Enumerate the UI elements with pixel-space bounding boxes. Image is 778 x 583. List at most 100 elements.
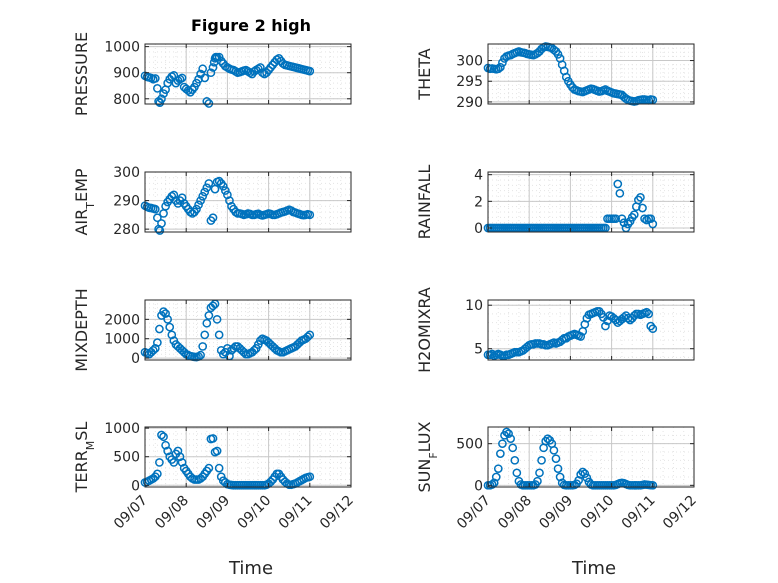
data-point (167, 330, 177, 340)
subplot-mixdepth: 0 1000 2000 MIXDEPTH (72, 288, 352, 372)
data-point (208, 63, 218, 72)
data-point (303, 332, 313, 342)
y-tick-label: 5 (474, 342, 483, 358)
data-series (483, 306, 658, 361)
x-tick-label: 09/11 (619, 493, 659, 533)
y-tick-label: 1000 (104, 421, 140, 437)
data-point (204, 99, 214, 108)
data-point (629, 311, 639, 321)
data-point (202, 97, 212, 106)
data-point (553, 49, 563, 59)
data-point (153, 213, 162, 223)
data-point (487, 480, 497, 489)
data-point (157, 219, 166, 228)
data-point (169, 70, 179, 80)
data-point (157, 430, 166, 440)
data-point (629, 210, 639, 220)
y-tick-label: 1000 (104, 40, 140, 56)
data-point (150, 344, 160, 353)
data-point (155, 98, 165, 108)
data-series (140, 299, 315, 362)
data-point (648, 480, 658, 490)
x-axis-label-right: Time (571, 558, 616, 579)
y-axis-label-subscript: F (427, 452, 440, 458)
y-tick-label: 280 (113, 222, 140, 238)
y-tick-label: 290 (113, 194, 140, 210)
y-tick-label: 0 (131, 351, 140, 367)
data-point (208, 301, 218, 311)
y-axis-label-main: THETA (415, 48, 434, 100)
data-point (256, 63, 265, 72)
data-point (200, 73, 210, 83)
data-point (198, 342, 208, 351)
data-point (161, 440, 170, 450)
data-point (491, 472, 501, 482)
axes-box (144, 299, 352, 361)
data-series (483, 427, 658, 490)
data-point (200, 330, 210, 340)
data-point (543, 434, 553, 444)
data-series (140, 52, 315, 108)
y-tick-label: 1000 (104, 332, 140, 348)
data-point (169, 458, 179, 467)
x-tick-label: 09/12 (317, 493, 357, 533)
data-point (161, 201, 170, 211)
data-point (212, 315, 222, 324)
y-tick-label: 900 (113, 66, 140, 82)
axes-box (144, 171, 352, 233)
data-point (204, 179, 214, 188)
data-point (642, 307, 651, 317)
subplot-air: 280 290 300 AIRTEMP (72, 165, 352, 238)
data-point (169, 190, 179, 200)
data-point (305, 210, 315, 220)
data-point (506, 434, 516, 444)
data-point (493, 464, 503, 474)
data-point (487, 349, 497, 359)
figure-title: Figure 2 high (191, 16, 311, 35)
data-point (496, 62, 505, 72)
data-point (192, 204, 201, 214)
data-point (508, 443, 518, 453)
data-point (163, 315, 173, 324)
data-point (582, 473, 592, 483)
x-tick-label: 09/10 (578, 493, 618, 533)
y-tick-label: 800 (113, 92, 140, 108)
data-point (601, 321, 610, 331)
data-point (533, 476, 542, 486)
subplot-h2omixra: 5 10 H2OMIXRA (415, 287, 695, 373)
y-axis-label: RAINFALL (415, 165, 434, 240)
y-axis-label: SUNFLUX (415, 421, 440, 492)
y-tick-label: 0 (131, 478, 140, 494)
data-point (266, 477, 276, 487)
data-point (549, 445, 559, 455)
y-tick-label: 10 (465, 298, 483, 314)
x-tick-label: 09/09 (193, 493, 233, 533)
data-point (194, 74, 203, 84)
data-point (561, 72, 571, 82)
data-point (496, 449, 505, 459)
data-point (177, 73, 187, 83)
axes-box (487, 426, 695, 488)
data-point (648, 324, 658, 334)
data-point (150, 74, 160, 83)
data-point (208, 434, 218, 443)
data-point (198, 64, 208, 74)
y-axis-label: MIXDEPTH (72, 288, 91, 371)
x-tick-label: 09/07 (111, 493, 151, 533)
subplot-theta: 290 295 300 THETA (415, 42, 695, 111)
data-point (613, 179, 623, 189)
y-axis-label: PRESSURE (72, 32, 91, 116)
data-point (225, 196, 234, 205)
y-axis-label-main: MIXDEPTH (72, 288, 91, 371)
data-point (648, 219, 658, 229)
axes-box (487, 43, 695, 105)
data-point (153, 83, 162, 93)
data-point (157, 94, 166, 104)
data-point (636, 192, 645, 202)
data-point (208, 213, 218, 223)
data-point (155, 324, 164, 334)
data-point (576, 332, 586, 341)
y-axis-label-main: PRESSURE (72, 32, 91, 116)
data-point (256, 336, 265, 345)
